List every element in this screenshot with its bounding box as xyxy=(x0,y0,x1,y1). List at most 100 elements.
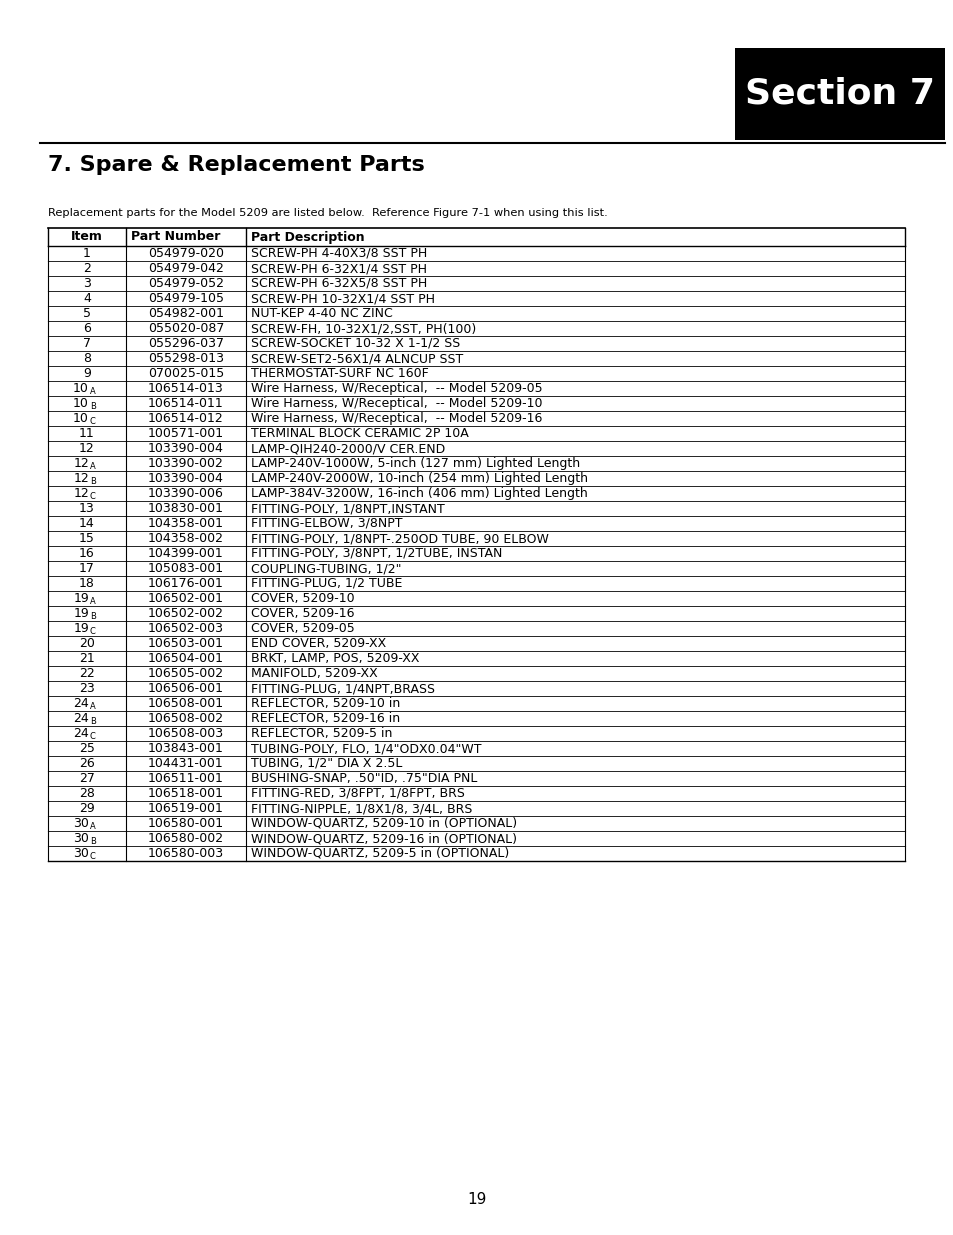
Bar xyxy=(48,636,904,651)
Text: 28: 28 xyxy=(79,787,95,800)
Text: 070025-015: 070025-015 xyxy=(148,367,224,380)
Text: 054979-105: 054979-105 xyxy=(148,291,224,305)
Text: FITTING-NIPPLE, 1/8X1/8, 3/4L, BRS: FITTING-NIPPLE, 1/8X1/8, 3/4L, BRS xyxy=(251,802,472,815)
Text: FITTING-POLY, 1/8NPT-.250OD TUBE, 90 ELBOW: FITTING-POLY, 1/8NPT-.250OD TUBE, 90 ELB… xyxy=(251,532,548,545)
Bar xyxy=(48,336,904,351)
Text: 104399-001: 104399-001 xyxy=(148,547,224,559)
Text: 104358-001: 104358-001 xyxy=(148,517,224,530)
Bar xyxy=(48,726,904,741)
Text: 103390-002: 103390-002 xyxy=(148,457,224,471)
Text: FITTING-POLY, 3/8NPT, 1/2TUBE, INSTAN: FITTING-POLY, 3/8NPT, 1/2TUBE, INSTAN xyxy=(251,547,502,559)
Text: 18: 18 xyxy=(79,577,95,590)
Text: B: B xyxy=(90,836,95,846)
Text: COVER, 5209-10: COVER, 5209-10 xyxy=(251,592,355,605)
Text: 12: 12 xyxy=(79,442,94,454)
Text: A: A xyxy=(90,821,95,831)
Text: 054982-001: 054982-001 xyxy=(148,308,224,320)
Bar xyxy=(48,426,904,441)
Text: 106508-003: 106508-003 xyxy=(148,727,224,740)
Bar xyxy=(48,396,904,411)
Text: 106502-001: 106502-001 xyxy=(148,592,224,605)
Bar xyxy=(48,846,904,861)
Text: SCREW-SOCKET 10-32 X 1-1/2 SS: SCREW-SOCKET 10-32 X 1-1/2 SS xyxy=(251,337,459,350)
Text: WINDOW-QUARTZ, 5209-16 in (OPTIONAL): WINDOW-QUARTZ, 5209-16 in (OPTIONAL) xyxy=(251,832,517,845)
Bar xyxy=(48,651,904,666)
Bar xyxy=(48,756,904,771)
Text: 8: 8 xyxy=(83,352,91,366)
Text: END COVER, 5209-XX: END COVER, 5209-XX xyxy=(251,637,386,650)
Text: 2: 2 xyxy=(83,262,91,275)
Text: 106511-001: 106511-001 xyxy=(148,772,224,785)
Bar xyxy=(48,831,904,846)
Bar xyxy=(48,516,904,531)
Text: 106508-002: 106508-002 xyxy=(148,713,224,725)
Bar xyxy=(48,456,904,471)
Text: 27: 27 xyxy=(79,772,95,785)
Text: 106505-002: 106505-002 xyxy=(148,667,224,680)
Bar xyxy=(48,576,904,592)
Text: 103390-004: 103390-004 xyxy=(148,472,224,485)
Bar xyxy=(48,666,904,680)
Text: 106508-001: 106508-001 xyxy=(148,697,224,710)
Text: 19: 19 xyxy=(73,606,89,620)
Text: 16: 16 xyxy=(79,547,94,559)
Text: 30: 30 xyxy=(73,847,89,860)
Bar xyxy=(48,802,904,816)
Text: 11: 11 xyxy=(79,427,94,440)
Text: 1: 1 xyxy=(83,247,91,261)
Text: 055296-037: 055296-037 xyxy=(148,337,224,350)
Text: 10: 10 xyxy=(73,382,89,395)
Text: 054979-042: 054979-042 xyxy=(148,262,224,275)
Text: REFLECTOR, 5209-10 in: REFLECTOR, 5209-10 in xyxy=(251,697,400,710)
Text: 104431-001: 104431-001 xyxy=(148,757,224,769)
Text: 10: 10 xyxy=(73,396,89,410)
Text: 3: 3 xyxy=(83,277,91,290)
Text: Part Number: Part Number xyxy=(131,231,220,243)
Bar xyxy=(48,291,904,306)
Text: 19: 19 xyxy=(73,592,89,605)
Text: MANIFOLD, 5209-XX: MANIFOLD, 5209-XX xyxy=(251,667,377,680)
Text: 14: 14 xyxy=(79,517,94,530)
Text: 6: 6 xyxy=(83,322,91,335)
Text: A: A xyxy=(90,701,95,710)
Text: B: B xyxy=(90,477,95,485)
Bar xyxy=(48,501,904,516)
Text: 055298-013: 055298-013 xyxy=(148,352,224,366)
Text: C: C xyxy=(90,416,95,426)
Text: SCREW-PH 4-40X3/8 SST PH: SCREW-PH 4-40X3/8 SST PH xyxy=(251,247,427,261)
Bar xyxy=(48,621,904,636)
Text: LAMP-384V-3200W, 16-inch (406 mm) Lighted Length: LAMP-384V-3200W, 16-inch (406 mm) Lighte… xyxy=(251,487,587,500)
Bar xyxy=(48,411,904,426)
Text: 17: 17 xyxy=(79,562,95,576)
Text: 106503-001: 106503-001 xyxy=(148,637,224,650)
Text: 19: 19 xyxy=(467,1193,486,1208)
Text: FITTING-PLUG, 1/4NPT,BRASS: FITTING-PLUG, 1/4NPT,BRASS xyxy=(251,682,435,695)
Text: TERMINAL BLOCK CERAMIC 2P 10A: TERMINAL BLOCK CERAMIC 2P 10A xyxy=(251,427,468,440)
Text: 29: 29 xyxy=(79,802,94,815)
Text: WINDOW-QUARTZ, 5209-5 in (OPTIONAL): WINDOW-QUARTZ, 5209-5 in (OPTIONAL) xyxy=(251,847,509,860)
Text: 103843-001: 103843-001 xyxy=(148,742,224,755)
Text: 24: 24 xyxy=(73,713,89,725)
Text: C: C xyxy=(90,626,95,636)
Text: 23: 23 xyxy=(79,682,94,695)
Text: THERMOSTAT-SURF NC 160F: THERMOSTAT-SURF NC 160F xyxy=(251,367,428,380)
Bar xyxy=(48,306,904,321)
Bar xyxy=(48,531,904,546)
Bar xyxy=(48,246,904,261)
Text: 7: 7 xyxy=(83,337,91,350)
Text: 106519-001: 106519-001 xyxy=(148,802,224,815)
Text: 055020-087: 055020-087 xyxy=(148,322,224,335)
Text: NUT-KEP 4-40 NC ZINC: NUT-KEP 4-40 NC ZINC xyxy=(251,308,393,320)
Text: Wire Harness, W/Receptical,  -- Model 5209-10: Wire Harness, W/Receptical, -- Model 520… xyxy=(251,396,542,410)
Text: B: B xyxy=(90,716,95,726)
Text: SCREW-FH, 10-32X1/2,SST, PH(100): SCREW-FH, 10-32X1/2,SST, PH(100) xyxy=(251,322,476,335)
Text: COVER, 5209-05: COVER, 5209-05 xyxy=(251,622,355,635)
Text: 26: 26 xyxy=(79,757,94,769)
Text: 106580-003: 106580-003 xyxy=(148,847,224,860)
Text: 104358-002: 104358-002 xyxy=(148,532,224,545)
Text: 19: 19 xyxy=(73,622,89,635)
Text: Section 7: Section 7 xyxy=(744,77,934,111)
Text: 103390-004: 103390-004 xyxy=(148,442,224,454)
Text: 100571-001: 100571-001 xyxy=(148,427,224,440)
Text: A: A xyxy=(90,597,95,605)
